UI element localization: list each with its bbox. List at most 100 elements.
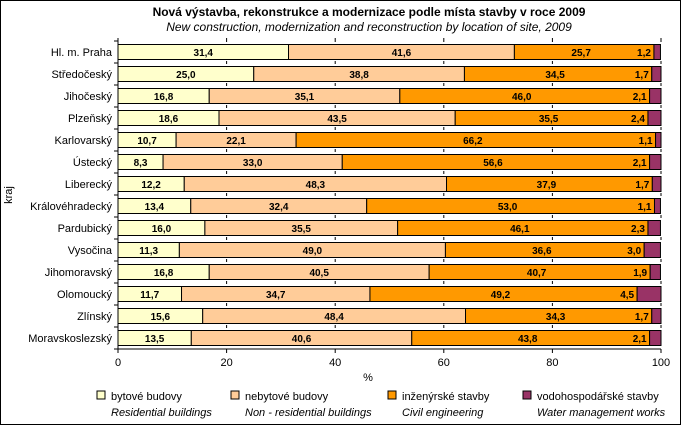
legend-label: inženýrské stavby xyxy=(402,391,490,403)
data-label: 2,4 xyxy=(631,114,645,125)
category-label: Liberecký xyxy=(65,179,113,191)
data-label: 34,7 xyxy=(266,290,286,301)
data-label: 10,7 xyxy=(137,136,157,147)
data-label: 49,2 xyxy=(491,290,511,301)
data-label: 4,5 xyxy=(620,290,634,301)
category-label: Karlovarský xyxy=(55,135,113,147)
bar-segment xyxy=(651,66,662,82)
bars-group: 31,4 41,6 25,7 1,2 25,0 38,8 34,5 1,7 16,8 35,1 46… xyxy=(117,44,662,346)
category-label: Královéhradecký xyxy=(30,201,112,213)
data-label: 12,2 xyxy=(141,180,161,191)
data-label: 34,3 xyxy=(546,312,566,323)
data-label: 40,5 xyxy=(309,268,329,279)
bar-segment xyxy=(649,330,662,346)
legend-label-en: Residential buildings xyxy=(111,407,212,419)
x-axis-label: % xyxy=(363,372,373,384)
legend-label-en: Water management works xyxy=(537,407,666,419)
y-axis-label: kraj xyxy=(3,186,15,204)
data-label: 1,1 xyxy=(639,136,653,147)
data-label: 40,7 xyxy=(527,268,547,279)
data-label: 36,6 xyxy=(532,246,552,257)
category-label: Olomoucký xyxy=(57,289,113,301)
data-label: 8,3 xyxy=(134,158,148,169)
data-label: 48,3 xyxy=(306,180,326,191)
legend-swatch xyxy=(522,390,532,400)
data-label: 1,7 xyxy=(635,180,649,191)
data-label: 11,7 xyxy=(140,290,159,301)
data-label: 35,5 xyxy=(292,224,312,235)
data-label: 13,4 xyxy=(145,202,165,213)
chart-title: Nová výstavba, rekonstrukce a modernizac… xyxy=(153,5,586,19)
category-label: Zlínský xyxy=(77,311,112,323)
axes-group: Hl. m. Praha Středočeský Jihočeský Plzeňský… xyxy=(28,38,670,369)
data-label: 2,1 xyxy=(633,92,647,103)
x-tick-label: 40 xyxy=(329,357,341,369)
legend-swatch xyxy=(230,390,240,400)
data-label: 2,3 xyxy=(631,224,645,235)
data-label: 25,0 xyxy=(176,70,196,81)
data-label: 53,0 xyxy=(498,202,518,213)
category-label: Vysočina xyxy=(68,245,113,257)
bar-segment xyxy=(649,88,662,104)
bar-segment xyxy=(655,132,662,148)
legend: bytové budovy Residential buildings nebyto… xyxy=(96,390,666,419)
x-tick-label: 80 xyxy=(546,357,558,369)
data-label: 35,5 xyxy=(539,114,559,125)
bar-segment xyxy=(651,308,662,324)
bar-segment xyxy=(647,110,662,126)
data-label: 18,6 xyxy=(159,114,179,125)
data-label: 1,1 xyxy=(638,202,652,213)
data-label: 41,6 xyxy=(392,48,412,59)
x-tick-label: 20 xyxy=(220,357,232,369)
data-label: 2,1 xyxy=(633,334,647,345)
data-label: 46,0 xyxy=(512,92,532,103)
category-label: Středočeský xyxy=(51,69,112,81)
data-label: 38,8 xyxy=(349,70,369,81)
x-tick-label: 60 xyxy=(438,357,450,369)
legend-label-en: Non - residential buildings xyxy=(245,407,372,419)
x-tick-label: 100 xyxy=(652,357,670,369)
data-label: 40,6 xyxy=(292,334,312,345)
data-label: 11,3 xyxy=(139,246,158,257)
x-tick-label: 0 xyxy=(115,357,121,369)
bar-segment xyxy=(653,198,661,214)
data-label: 43,5 xyxy=(327,114,347,125)
data-label: 32,4 xyxy=(269,202,289,213)
chart-subtitle: New construction, modernization and reco… xyxy=(166,20,572,34)
data-label: 43,8 xyxy=(518,334,538,345)
data-label: 1,7 xyxy=(635,312,649,323)
data-label: 33,0 xyxy=(243,158,263,169)
data-label: 48,4 xyxy=(324,312,344,323)
category-label: Ústecký xyxy=(73,156,113,169)
data-label: 25,7 xyxy=(571,48,591,59)
data-label: 22,1 xyxy=(226,136,246,147)
data-label: 13,5 xyxy=(145,334,165,345)
legend-label: vodohospodářské stavby xyxy=(537,391,659,403)
data-label: 37,9 xyxy=(537,180,557,191)
data-label: 34,5 xyxy=(545,70,565,81)
data-label: 16,8 xyxy=(154,92,174,103)
data-label: 1,9 xyxy=(633,268,647,279)
bar-segment xyxy=(653,44,661,60)
data-label: 16,0 xyxy=(152,224,172,235)
data-label: 2,1 xyxy=(633,158,647,169)
data-label: 46,1 xyxy=(510,224,530,235)
data-label: 16,8 xyxy=(154,268,174,279)
bar-segment xyxy=(636,286,662,302)
category-label: Jihomoravský xyxy=(45,267,113,279)
legend-label: bytové budovy xyxy=(111,391,182,403)
category-label: Jihočeský xyxy=(64,91,113,103)
bar-segment xyxy=(647,220,661,236)
category-label: Plzeňský xyxy=(68,113,113,125)
data-label: 66,2 xyxy=(463,136,483,147)
legend-swatch xyxy=(387,390,397,400)
bar-segment xyxy=(651,176,662,192)
legend-swatch xyxy=(96,390,106,400)
data-label: 31,4 xyxy=(194,48,214,59)
data-label: 1,2 xyxy=(637,48,651,59)
category-label: Hl. m. Praha xyxy=(51,47,113,59)
data-label: 35,1 xyxy=(295,92,315,103)
data-label: 15,6 xyxy=(151,312,171,323)
data-label: 1,7 xyxy=(635,70,649,81)
category-label: Pardubický xyxy=(58,223,113,235)
